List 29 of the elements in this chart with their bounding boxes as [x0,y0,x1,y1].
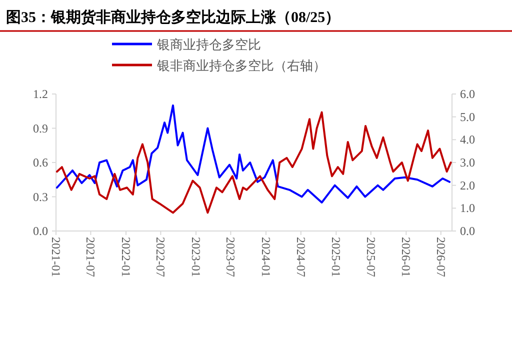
y2-tick-label: 3.0 [460,156,475,170]
line-series [56,111,452,214]
y2-tick-label: 4.0 [460,132,475,147]
y-tick-label: 0.6 [33,156,48,170]
y-tick-label: 0.0 [33,224,48,238]
line-series [56,104,451,204]
x-tick-label: 2022-07 [154,237,168,277]
legend-label: 银非商业持仓多空比（右轴） [156,58,326,73]
y2-tick-label: 5.0 [460,110,475,124]
x-tick-label: 2021-07 [84,237,98,277]
y2-tick-label: 6.0 [460,87,475,101]
y2-tick-label: 0.0 [460,224,475,238]
x-tick-label: 2021-01 [49,237,63,277]
x-tick-label: 2024-01 [258,237,273,277]
x-tick-label: 2022-01 [118,237,133,277]
x-tick-label: 2025-01 [329,237,344,277]
y2-tick-label: 1.0 [460,201,475,216]
chart-title: 图35：银期货非商业持仓多空比边际上涨（08/25） [6,8,340,26]
x-tick-label: 2026-01 [399,237,414,277]
x-tick-label: 2024-07 [294,237,308,277]
y2-tick-label: 2.0 [460,178,475,192]
x-tick-label: 2026-07 [434,237,448,277]
legend-label: 银商业持仓多空比 [156,37,261,52]
y-tick-label: 1.2 [33,87,48,101]
y-tick-label: 0.9 [33,121,48,136]
x-tick-label: 2023-07 [224,237,238,277]
x-tick-label: 2025-07 [364,237,378,277]
y-tick-label: 0.3 [33,190,48,204]
x-tick-label: 2023-01 [188,237,203,277]
